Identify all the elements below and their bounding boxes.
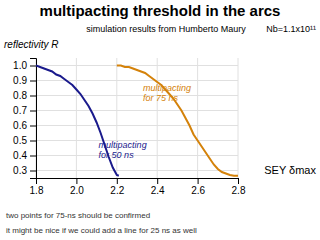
y-tick: 0.5 [13, 135, 36, 146]
grid-line-y [36, 110, 238, 111]
x-tick-label: 2.6 [191, 185, 205, 196]
x-tick-label: 1.8 [30, 185, 44, 196]
x-axis: 1.8 2.0 2.2 2.4 2.6 2.8 [30, 178, 246, 196]
y-tick-mark [30, 66, 36, 67]
grid-line-y [36, 170, 238, 171]
grid-line-x [238, 58, 239, 178]
x-tick-label: 2.8 [232, 185, 246, 196]
grid-line-x [76, 58, 77, 178]
x-tick-label: 2.4 [151, 185, 165, 196]
y-tick-label: 0.8 [13, 90, 27, 101]
x-tick-mark [117, 178, 118, 184]
x-tick-mark [76, 178, 77, 184]
y-tick-mark [30, 141, 36, 142]
chart: 1.8 2.0 2.2 2.4 2.6 2.8 0.3 0.4 0.5 0.6 0.7 0.8 0.9 1… [0, 0, 320, 240]
y-tick-label: 0.5 [13, 135, 27, 146]
title: multipacting threshold in the arcs [40, 2, 281, 19]
y-tick: 1.0 [13, 60, 36, 71]
x-tick-label: 2.2 [110, 185, 124, 196]
subtitle: simulation results from Humberto Maury [86, 24, 246, 34]
y-tick-label: 0.3 [13, 165, 27, 176]
note: Nb=1.1x10¹¹ [266, 24, 316, 34]
y-tick-label: 0.9 [13, 75, 27, 86]
x-tick: 2.4 [151, 178, 165, 196]
series-line [117, 66, 238, 176]
y-tick-mark [30, 81, 36, 82]
y-tick: 0.9 [13, 75, 36, 86]
annotation: multipactingfor 75 ns [143, 83, 191, 103]
x-tick: 2.0 [70, 178, 84, 196]
grid-line-y [36, 125, 238, 126]
x-tick-mark [198, 178, 199, 184]
grid-line-y [36, 95, 238, 96]
grid-line-y [36, 65, 238, 66]
y-tick-label: 1.0 [13, 60, 27, 71]
y-tick: 0.6 [13, 120, 36, 131]
y-tick: 0.4 [13, 150, 36, 161]
y-axis-title: reflectivity R [4, 39, 58, 50]
y-tick-label: 0.6 [13, 120, 27, 131]
y-tick-mark [30, 171, 36, 172]
footnote: it might be nice if we could add a line … [6, 226, 197, 235]
plot: 1.8 2.0 2.2 2.4 2.6 2.8 0.3 0.4 0.5 0.6 0.7 0.8 0.9 1… [13, 58, 246, 196]
grid [36, 58, 238, 178]
y-axis-line [30, 59, 37, 179]
x-axis-line [37, 179, 239, 185]
x-tick-mark [238, 178, 239, 184]
y-tick-mark [30, 126, 36, 127]
x-tick-label: 2.0 [70, 185, 84, 196]
footnote: two points for 75-ns should be confirmed [6, 211, 150, 220]
lines [36, 66, 238, 176]
y-tick-label: 0.4 [13, 150, 27, 161]
grid-line-x [197, 58, 198, 178]
x-tick: 1.8 [30, 178, 44, 196]
annotation: multipactingfor 50 ns [99, 140, 147, 160]
y-tick: 0.8 [13, 90, 36, 101]
x-tick-mark [157, 178, 158, 184]
grid-line-x [116, 58, 117, 178]
y-tick: 0.3 [13, 165, 36, 176]
y-tick-mark [30, 111, 36, 112]
x-tick: 2.6 [191, 178, 205, 196]
y-tick-mark [30, 96, 36, 97]
x-tick: 2.8 [232, 178, 246, 196]
x-tick: 2.2 [110, 178, 124, 196]
y-tick-mark [30, 156, 36, 157]
x-axis-title: SEY δmax [264, 164, 316, 176]
y-tick: 0.7 [13, 105, 36, 116]
grid-line-x [157, 58, 158, 178]
y-axis: 0.3 0.4 0.5 0.6 0.7 0.8 0.9 1.0 [13, 59, 36, 179]
y-tick-label: 0.7 [13, 105, 27, 116]
